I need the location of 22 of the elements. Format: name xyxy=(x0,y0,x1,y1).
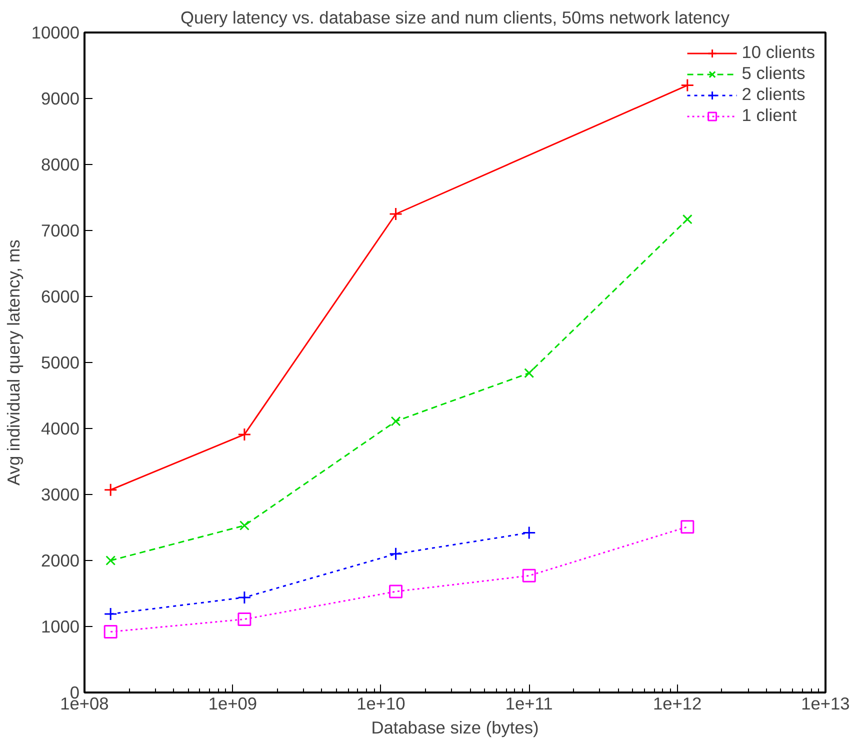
chart-title: Query latency vs. database size and num clients, 50ms network latency xyxy=(180,8,730,28)
legend-label: 2 clients xyxy=(742,84,806,105)
y-axis-title: Avg individual query latency, ms xyxy=(3,239,24,486)
x-axis-title: Database size (bytes) xyxy=(371,718,539,738)
legend-label: 10 clients xyxy=(742,42,815,63)
x-tick-label: 1e+09 xyxy=(208,694,258,714)
x-tick-label: 1e+11 xyxy=(505,694,553,714)
y-tick-label: 8000 xyxy=(40,154,80,174)
y-tick-label: 6000 xyxy=(40,286,80,306)
y-tick-label: 3000 xyxy=(40,484,80,504)
x-tick-label: 1e+12 xyxy=(652,694,702,714)
y-tick-label: 9000 xyxy=(40,88,80,108)
y-tick-label: 5000 xyxy=(40,352,80,372)
x-tick-label: 1e+13 xyxy=(801,694,850,714)
y-tick-label: 1000 xyxy=(40,616,80,636)
y-tick-label: 4000 xyxy=(40,418,80,438)
legend-label: 5 clients xyxy=(742,63,806,84)
y-tick-label: 7000 xyxy=(40,220,80,240)
y-tick-label: 2000 xyxy=(40,550,80,570)
y-tick-label: 10000 xyxy=(31,22,80,42)
legend-label: 1 client xyxy=(742,105,797,126)
x-tick-label: 1e+10 xyxy=(356,694,406,714)
